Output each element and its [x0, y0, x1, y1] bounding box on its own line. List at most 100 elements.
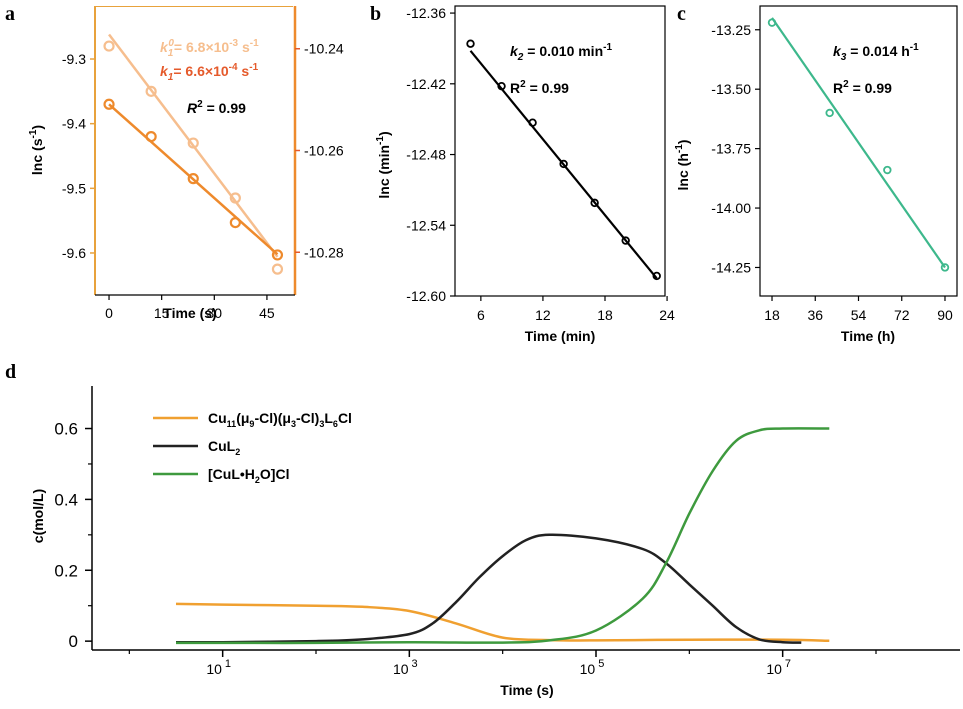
- panel-a-left-tick-label: -9.5: [62, 180, 86, 196]
- panel-b-point: [590, 198, 599, 208]
- panel-c-x-tick-label: 54: [851, 307, 867, 323]
- panel-c-x-tick-label: 72: [894, 307, 910, 323]
- panel-b-y-tick-label: -12.54: [406, 217, 446, 233]
- panel-a-point-0: [103, 40, 115, 52]
- panel-a-point-0: [229, 192, 241, 204]
- panel-c-y-tick-label: -14.25: [711, 259, 751, 275]
- panel-a-right-tick-label: -10.28: [304, 244, 344, 260]
- panel-b-y-tick-label: -12.60: [406, 288, 446, 304]
- panel-d-series-line-1: [175, 533, 802, 644]
- panel-b-y-tick-label: -12.36: [406, 5, 446, 21]
- panel-b-ylabel: lnc (min-1): [375, 131, 392, 198]
- panel-a-point-1: [103, 98, 115, 110]
- panel-c-x-tick-label: 36: [807, 307, 823, 323]
- panel-c-y-tick-label: -13.50: [711, 81, 751, 97]
- panel-a-r2-annotation: R2 = 0.99: [187, 99, 246, 116]
- panel-a-x-ticks: 0 15 30 45: [105, 295, 275, 321]
- panel-a: a -9.3 -9.4 -9.5 -9.6 -10.24 -10.26 -10.28 0 1…: [5, 3, 344, 321]
- panel-a-ylabel: lnc (s-1): [28, 125, 45, 175]
- panel-a-left-tick-label: -9.4: [62, 116, 86, 132]
- panel-a-x-tick-label: 0: [105, 305, 113, 321]
- panel-a-xlabel: Time (s): [163, 305, 216, 321]
- panel-d-y-tick-label: 0.4: [54, 490, 78, 509]
- panel-b-y-ticks: -12.36 -12.42 -12.48 -12.54 -12.60: [406, 5, 455, 304]
- panel-b-point: [621, 236, 630, 245]
- panel-a-point-0: [145, 85, 157, 97]
- panel-c-xlabel: Time (h): [841, 328, 895, 344]
- panel-a-left-tick-label: -9.6: [62, 245, 86, 261]
- panel-c-x-ticks: 18 36 54 72 90: [764, 296, 953, 323]
- panel-b-y-tick-label: -12.42: [406, 76, 446, 92]
- panel-b-x-tick-label: 24: [659, 307, 675, 323]
- panel-a-x-tick-label: 15: [154, 305, 170, 321]
- panel-c-point: [825, 108, 834, 118]
- panel-a-right-tick-label: -10.24: [304, 41, 344, 57]
- panel-a-fit-line-0: [108, 33, 279, 258]
- panel-b-point: [466, 39, 475, 48]
- panel-d-y-ticks: 0 0.2 0.4 0.6: [54, 420, 92, 651]
- panel-b-point: [652, 271, 661, 281]
- legend-label-cul-h2o: [CuL•H2O]Cl: [208, 466, 289, 485]
- panel-c-r2-annotation: R2 = 0.99: [833, 79, 892, 96]
- panel-c-k3-annotation: k3 = 0.014 h-1: [833, 42, 919, 63]
- panel-c-x-tick-label: 18: [764, 307, 780, 323]
- panel-b-k2-annotation: k2 = 0.010 min-1: [510, 42, 612, 63]
- panel-b-frame: [454, 5, 666, 297]
- panel-d-series-line-0: [175, 602, 830, 643]
- panel-b-r2-annotation: R2 = 0.99: [510, 79, 569, 96]
- panel-a-k1-0-annotation: k10= 6.8×10-3 s-1: [160, 38, 259, 59]
- panel-c-fit-line: [771, 17, 946, 269]
- panel-b-point: [528, 118, 537, 127]
- panel-b-xlabel: Time (min): [525, 328, 596, 344]
- panel-c-y-ticks: -13.25 -13.50 -13.75 -14.00 -14.25: [711, 22, 760, 275]
- panel-d-xlabel: Time (s): [500, 682, 553, 698]
- panel-d-legend: Cu11(μ9-Cl)(μ3-Cl)3L6Cl CuL2 [CuL•H2O]Cl: [153, 410, 352, 485]
- panel-a-left-ticks: -9.3 -9.4 -9.5 -9.6: [62, 51, 95, 261]
- panel-b-point: [497, 81, 506, 91]
- panel-d-x-tick-label: 10 3: [393, 658, 418, 677]
- panel-a-top-border: [95, 6, 293, 7]
- panel-c-y-tick-label: -13.75: [711, 141, 751, 157]
- panel-d-y-tick-label: 0: [69, 632, 78, 651]
- panel-a-point-1: [145, 130, 157, 143]
- panel-a-point-1: [229, 216, 241, 229]
- panel-d-x-tick-label: 10 5: [580, 658, 605, 677]
- panel-a-k1-annotation: k1= 6.6×10-4 s-1: [160, 62, 259, 83]
- panel-c-point: [883, 165, 892, 175]
- panel-c-y-tick-label: -14.00: [711, 200, 751, 216]
- panel-b-x-tick-label: 12: [535, 307, 551, 323]
- panel-c-y-tick-label: -13.25: [711, 22, 751, 38]
- panel-c: c -13.25 -13.50 -13.75 -14.00 -14.25 18 36 54 7…: [674, 3, 958, 344]
- panel-b: b -12.36 -12.42 -12.48 -12.54 -12.60 6 12 18 24…: [370, 3, 675, 344]
- panel-b-plot-area: [466, 39, 661, 281]
- panel-b-point: [559, 159, 568, 169]
- panel-b-x-ticks: 6 12 18 24: [477, 296, 675, 323]
- panel-a-point-0: [271, 263, 284, 275]
- panel-c-point: [940, 263, 950, 272]
- panel-b-x-tick-label: 6: [477, 307, 485, 323]
- panel-b-y-tick-label: -12.48: [406, 147, 446, 163]
- panel-d-letter: d: [5, 361, 16, 383]
- legend-label-cul2: CuL2: [208, 438, 240, 457]
- panel-d: d 0 0.2 0.4 0.6 10 1 10 3 10 5 10 7 Time (s) c(mol…: [5, 361, 960, 698]
- panel-d-plot-area: [175, 427, 830, 645]
- panel-a-x-tick-label: 30: [207, 305, 223, 321]
- panel-a-left-tick-label: -9.3: [62, 51, 86, 67]
- panel-a-point-1: [271, 249, 284, 261]
- panel-a-point-0: [187, 137, 199, 149]
- panel-a-point-1: [187, 173, 199, 185]
- panel-a-fit-line-1: [108, 103, 279, 256]
- panel-a-x-tick-label: 45: [259, 305, 275, 321]
- panel-b-x-tick-label: 18: [597, 307, 613, 323]
- panel-a-right-tick-label: -10.26: [304, 143, 344, 159]
- panel-c-ylabel: lnc (h-1): [674, 140, 691, 191]
- panel-d-x-tick-label: 10 1: [206, 658, 231, 677]
- panel-c-x-tick-label: 90: [937, 307, 953, 323]
- panel-d-series-line-2: [175, 427, 830, 645]
- panel-d-y-tick-label: 0.6: [54, 420, 78, 439]
- panel-a-letter: a: [5, 3, 15, 25]
- panel-a-right-ticks: -10.24 -10.26 -10.28: [295, 41, 344, 260]
- panel-d-x-ticks: 10 1 10 3 10 5 10 7: [128, 650, 877, 677]
- legend-label-cu11: Cu11(μ9-Cl)(μ3-Cl)3L6Cl: [208, 410, 352, 429]
